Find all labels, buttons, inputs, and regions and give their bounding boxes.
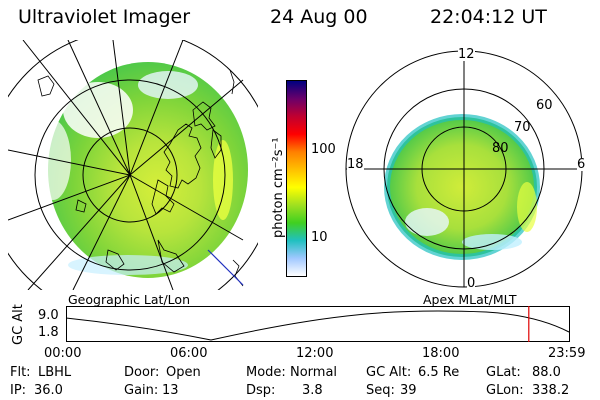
param-glon-value: 338.2 xyxy=(532,383,570,398)
param-flt-value: LBHL xyxy=(38,365,72,380)
param-door-key: Door: xyxy=(124,365,160,380)
param-glat-key: GLat: xyxy=(486,365,521,380)
param-mode-key: Mode: xyxy=(246,365,286,380)
timeline-xtick-0600: 06:00 xyxy=(170,346,208,361)
param-gain-key: Gain: xyxy=(124,383,159,398)
param-gain-value: 13 xyxy=(162,383,179,398)
polar-image xyxy=(345,50,583,288)
param-dsp-key: Dsp: xyxy=(246,383,276,398)
param-dsp-value: 3.8 xyxy=(302,383,323,398)
geo-caption: Geographic Lat/Lon xyxy=(68,292,190,307)
param-seq-value: 39 xyxy=(400,383,417,398)
param-glon-key: GLon: xyxy=(486,383,524,398)
param-door-value: Open xyxy=(166,365,201,380)
colorbar-tick-100: 100 xyxy=(311,142,336,157)
colorbar-tick-10: 10 xyxy=(311,230,328,245)
timeline-xtick-1800: 18:00 xyxy=(422,346,460,361)
param-mode-value: Normal xyxy=(290,365,338,380)
param-ip-key: IP: xyxy=(10,383,27,398)
param-seq-key: Seq: xyxy=(366,383,395,398)
mlt-label-12: 12 xyxy=(458,47,475,62)
timeline-xtick-2359: 23:59 xyxy=(548,346,586,361)
polar-caption: Apex MLat/MLT xyxy=(423,292,517,307)
lat-label-70: 70 xyxy=(514,120,531,135)
colorbar-unit-label: photon cm⁻²s⁻¹ xyxy=(271,137,286,238)
timeline-ytick-min: 1.8 xyxy=(38,325,59,340)
timeline-xtick-0000: 00:00 xyxy=(44,346,82,361)
colorbar xyxy=(286,80,307,277)
lat-label-60: 60 xyxy=(536,98,553,113)
timeline-y-label: GC Alt xyxy=(11,304,26,345)
timeline-xtick-1200: 12:00 xyxy=(296,346,334,361)
mlt-label-6: 6 xyxy=(577,157,586,172)
mlt-label-0: 0 xyxy=(467,276,476,291)
date-label: 24 Aug 00 xyxy=(270,6,368,28)
timeline-plot xyxy=(66,306,570,342)
time-label: 22:04:12 UT xyxy=(430,6,547,28)
param-gcalt-value: 6.5 Re xyxy=(418,365,460,380)
param-ip-value: 36.0 xyxy=(34,383,63,398)
timeline-ytick-max: 9.0 xyxy=(38,308,59,323)
altitude-curve xyxy=(66,310,570,341)
mlt-label-18: 18 xyxy=(347,157,364,172)
param-gcalt-key: GC Alt: xyxy=(366,365,412,380)
param-flt-key: Flt: xyxy=(10,365,31,380)
geographic-image xyxy=(8,40,258,290)
lat-label-80: 80 xyxy=(492,141,509,156)
instrument-title: Ultraviolet Imager xyxy=(18,6,191,28)
param-glat-value: 88.0 xyxy=(532,365,561,380)
